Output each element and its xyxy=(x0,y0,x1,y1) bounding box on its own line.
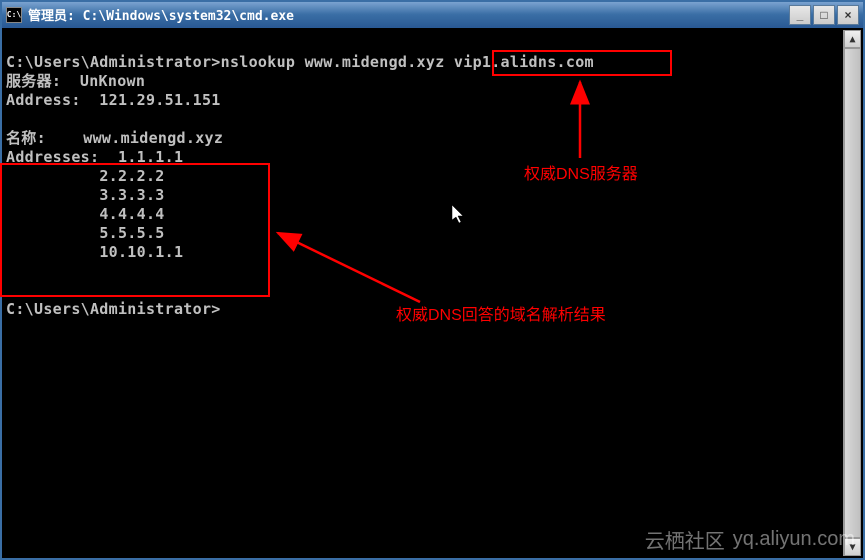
terminal-output[interactable]: C:\Users\Administrator>nslookup www.mide… xyxy=(4,30,843,556)
cmd-window: C:\ 管理员: C:\Windows\system32\cmd.exe _ □… xyxy=(0,0,865,560)
addr-3: 4.4.4.4 xyxy=(99,205,164,223)
dns-server-argument: vip1.alidns.com xyxy=(454,53,594,71)
maximize-button[interactable]: □ xyxy=(813,5,835,25)
prompt: C:\Users\Administrator> xyxy=(6,53,221,71)
server-line: 服务器: UnKnown xyxy=(6,72,145,90)
address-line: Address: 121.29.51.151 xyxy=(6,91,221,109)
scroll-thumb[interactable] xyxy=(844,48,861,538)
addresses-label: Addresses: xyxy=(6,148,118,166)
vertical-scrollbar[interactable]: ▲ ▼ xyxy=(843,30,861,556)
prompt-2: C:\Users\Administrator> xyxy=(6,300,221,318)
window-title: 管理员: C:\Windows\system32\cmd.exe xyxy=(28,5,789,24)
cmd-icon: C:\ xyxy=(6,7,22,23)
addr-4: 5.5.5.5 xyxy=(99,224,164,242)
addr-2: 3.3.3.3 xyxy=(99,186,164,204)
window-controls: _ □ × xyxy=(789,5,859,25)
addr-1: 2.2.2.2 xyxy=(99,167,164,185)
command-text: nslookup www.midengd.xyz xyxy=(221,53,445,71)
scroll-up-button[interactable]: ▲ xyxy=(844,30,861,48)
name-line: 名称: www.midengd.xyz xyxy=(6,129,223,147)
addr-5: 10.10.1.1 xyxy=(99,243,183,261)
window-titlebar[interactable]: C:\ 管理员: C:\Windows\system32\cmd.exe _ □… xyxy=(2,2,863,28)
addr-0: 1.1.1.1 xyxy=(118,148,183,166)
close-button[interactable]: × xyxy=(837,5,859,25)
minimize-button[interactable]: _ xyxy=(789,5,811,25)
scroll-down-button[interactable]: ▼ xyxy=(844,538,861,556)
